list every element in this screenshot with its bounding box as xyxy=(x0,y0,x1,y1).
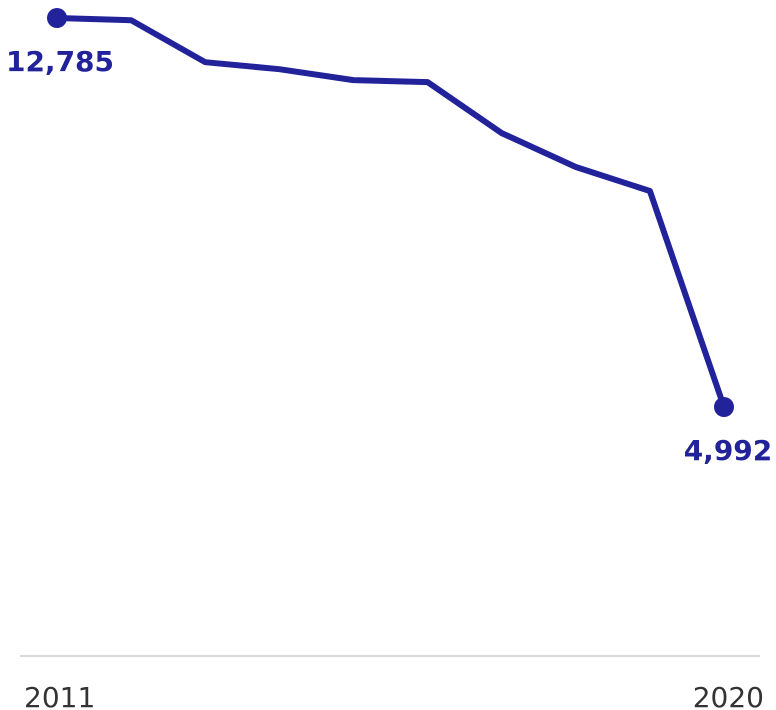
first-data-point xyxy=(47,8,67,28)
x-tick-label-start: 2011 xyxy=(24,681,95,710)
series-line xyxy=(54,15,727,410)
last-value-label: 4,992 xyxy=(684,434,773,467)
first-value-label: 12,785 xyxy=(6,45,114,78)
last-data-point xyxy=(714,397,734,417)
x-tick-label-end: 2020 xyxy=(693,681,764,710)
